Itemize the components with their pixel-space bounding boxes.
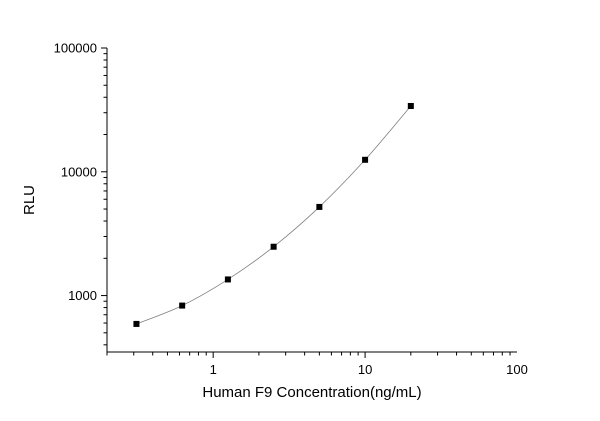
data-points [133,102,414,327]
y-tick-label: 10000 [61,164,97,179]
axes [106,48,517,353]
data-point [270,243,277,250]
data-point [224,276,231,283]
y-tick-label: 1000 [68,288,97,303]
fit-curve [136,105,412,325]
y-axis-title: RLU [21,185,38,215]
data-point [407,102,414,109]
tick-labels: 1 10 100 1000 10000 100000 [54,41,528,378]
y-tick-label: 100000 [54,41,97,56]
data-point [316,203,323,210]
data-point [179,302,186,309]
data-point [133,320,140,327]
x-tick-label: 1 [210,362,217,377]
data-point [362,156,369,163]
x-axis-title: Human F9 Concentration(ng/mL) [202,384,421,401]
x-tick-label: 10 [358,362,372,377]
ticks [101,47,511,358]
x-tick-label: 100 [506,362,528,377]
